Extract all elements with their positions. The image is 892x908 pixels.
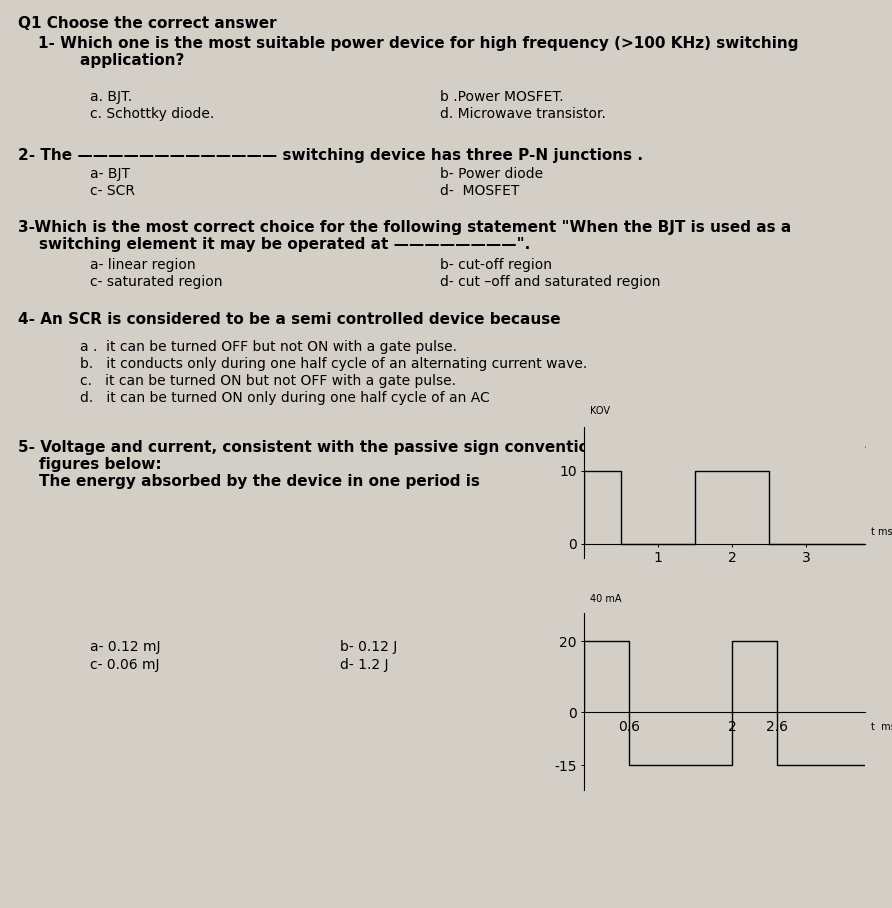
Text: c- saturated region: c- saturated region [90,275,222,289]
Text: a. BJT.: a. BJT. [90,90,132,104]
Text: d- cut –off and saturated region: d- cut –off and saturated region [440,275,660,289]
Text: switching element it may be operated at ————————".: switching element it may be operated at … [18,237,530,252]
Text: application?: application? [38,53,185,68]
Text: a .  it can be turned OFF but not ON with a gate pulse.: a . it can be turned OFF but not ON with… [80,340,457,354]
Text: b- 0.12 J: b- 0.12 J [340,640,397,654]
Text: KOV: KOV [590,406,610,416]
Text: b- Power diode: b- Power diode [440,167,543,181]
Text: b .Power MOSFET.: b .Power MOSFET. [440,90,564,104]
Text: 2- The ————————————— switching device has three P-N junctions .: 2- The ————————————— switching device ha… [18,148,643,163]
Text: a- BJT: a- BJT [90,167,130,181]
Text: 1- Which one is the most suitable power device for high frequency (>100 KHz) swi: 1- Which one is the most suitable power … [38,36,798,51]
Text: t ms: t ms [871,527,892,537]
Text: c. Schottky diode.: c. Schottky diode. [90,107,214,121]
Text: 3-Which is the most correct choice for the following statement "When the BJT is : 3-Which is the most correct choice for t… [18,220,791,235]
Text: t  ms: t ms [871,722,892,732]
Text: 5- Voltage and current, consistent with the passive sign convention, for a devic: 5- Voltage and current, consistent with … [18,440,866,455]
Text: d. Microwave transistor.: d. Microwave transistor. [440,107,606,121]
Text: figures below:: figures below: [18,457,161,472]
Text: d- 1.2 J: d- 1.2 J [340,658,389,672]
Text: c- SCR: c- SCR [90,184,135,198]
Text: d-  MOSFET: d- MOSFET [440,184,519,198]
Text: a- 0.12 mJ: a- 0.12 mJ [90,640,161,654]
Text: c- 0.06 mJ: c- 0.06 mJ [90,658,160,672]
Text: b- cut-off region: b- cut-off region [440,258,552,272]
Text: d.   it can be turned ON only during one half cycle of an AC: d. it can be turned ON only during one h… [80,391,490,405]
Text: Q1 Choose the correct answer: Q1 Choose the correct answer [18,16,277,31]
Text: a- linear region: a- linear region [90,258,195,272]
Text: c.   it can be turned ON but not OFF with a gate pulse.: c. it can be turned ON but not OFF with … [80,374,456,388]
Text: The energy absorbed by the device in one period is: The energy absorbed by the device in one… [18,474,480,489]
Text: b.   it conducts only during one half cycle of an alternating current wave.: b. it conducts only during one half cycl… [80,357,587,371]
Text: 4- An SCR is considered to be a semi controlled device because: 4- An SCR is considered to be a semi con… [18,312,561,327]
Text: 40 mA: 40 mA [590,594,622,604]
